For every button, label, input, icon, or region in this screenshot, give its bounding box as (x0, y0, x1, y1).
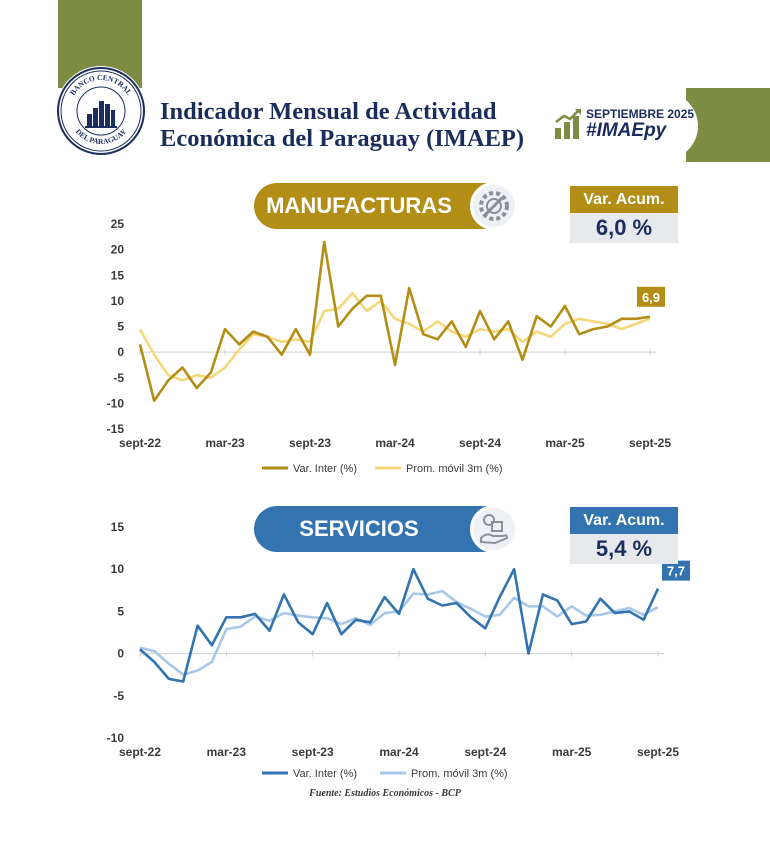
title-line-2: Económica del Paraguay (IMAEP) (160, 125, 525, 152)
page-title: Indicador Mensual de Actividad Económica… (160, 98, 560, 152)
last-value-label: 7,7 (667, 564, 685, 579)
corner-decoration-top-right (686, 88, 770, 162)
series-line-prom-movil (138, 291, 651, 382)
x-tick-label: sept-22 (119, 745, 161, 759)
y-tick-label: -15 (107, 422, 125, 436)
y-tick-label: 0 (117, 345, 124, 359)
x-tick-label: sept-24 (459, 436, 501, 450)
bank-seal-logo: BANCO CENTRAL DEL PARAGUAY (56, 66, 146, 156)
y-tick-label: -10 (107, 731, 125, 745)
legend-label: Prom. móvil 3m (%) (406, 463, 503, 475)
manufacturas-acum-label: Var. Acum. (570, 186, 678, 213)
legend-label: Var. Inter (%) (293, 768, 357, 780)
x-tick-label: sept-23 (289, 436, 331, 450)
x-tick-label: mar-23 (205, 436, 245, 450)
y-tick-label: -5 (113, 689, 124, 703)
y-tick-label: 15 (111, 268, 125, 282)
servicios-acum-label: Var. Acum. (570, 507, 678, 534)
servicios-acum-value: 5,4 % (570, 534, 678, 564)
x-tick-label: mar-23 (207, 745, 247, 759)
badge-hashtag: #IMAEpy (586, 120, 667, 141)
x-tick-label: sept-25 (637, 745, 679, 759)
bank-seal-icon: BANCO CENTRAL DEL PARAGUAY (57, 67, 145, 155)
growth-chart-icon (555, 109, 581, 139)
title-line-1: Indicador Mensual de Actividad (160, 98, 497, 125)
manufacturas-chart-svg: -15 -10 -5 0 5 10 15 20 25 sept-22 mar-23 sept-23 ma… (107, 217, 672, 475)
manufacturas-chart: -15 -10 -5 0 5 10 15 20 25 sept-22 mar-23 sept-23 ma… (0, 200, 770, 490)
y-tick-label: 15 (111, 520, 125, 534)
y-tick-label: 25 (111, 217, 125, 231)
x-tick-label: sept-23 (292, 745, 334, 759)
x-tick-label: sept-24 (464, 745, 506, 759)
x-tick-label: mar-24 (379, 745, 419, 759)
y-tick-label: 5 (117, 604, 124, 618)
servicios-chart: -10 -5 0 5 10 15 sept-22 mar-23 sept-23 mar-24 sep… (0, 500, 770, 790)
y-tick-label: 10 (111, 562, 125, 576)
x-tick-label: mar-24 (375, 436, 415, 450)
x-tick-label: sept-25 (629, 436, 671, 450)
last-value-box (662, 560, 690, 581)
x-tick-label: mar-25 (552, 745, 592, 759)
y-tick-label: 20 (111, 243, 125, 257)
servicios-chart-svg: -10 -5 0 5 10 15 sept-22 mar-23 sept-23 mar-24 sep… (107, 520, 690, 780)
source-note: Fuente: Estudios Económicos - BCP (309, 788, 461, 799)
series-line-var-inter (138, 240, 651, 403)
gear-wrench-icon (470, 182, 518, 230)
manufacturas-acum-value: 6,0 % (570, 213, 678, 243)
y-tick-label: 0 (117, 647, 124, 661)
series-line-var-inter (139, 567, 660, 683)
hand-services-icon (470, 505, 518, 553)
legend-label: Var. Inter (%) (293, 463, 357, 475)
x-tick-label: mar-25 (545, 436, 585, 450)
badge-month: SEPTIEMBRE 2025 (586, 107, 695, 121)
x-tick-label: sept-22 (119, 436, 161, 450)
last-value-label: 6,9 (642, 290, 660, 305)
y-tick-label: 5 (117, 320, 124, 334)
last-value-box (637, 286, 665, 307)
legend-label: Prom. móvil 3m (%) (411, 768, 508, 780)
y-tick-label: 10 (111, 294, 125, 308)
y-tick-label: -10 (107, 396, 125, 410)
y-tick-label: -5 (113, 371, 124, 385)
